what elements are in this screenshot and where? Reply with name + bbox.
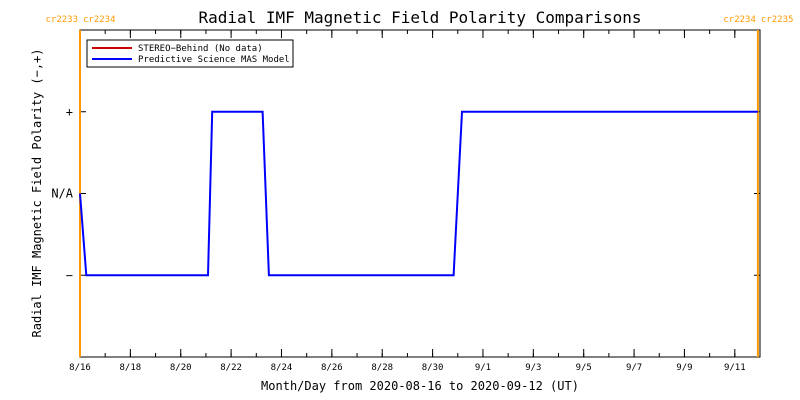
legend-label: Predictive Science MAS Model xyxy=(138,55,290,65)
x-tick-label: 8/20 xyxy=(170,363,192,373)
carrington-label-right: cr2234 xyxy=(83,15,116,25)
x-tick-label: 8/16 xyxy=(69,363,91,373)
series-layer xyxy=(79,110,758,277)
x-tick-label: 8/24 xyxy=(271,363,293,373)
x-tick-label: 9/5 xyxy=(576,363,592,373)
legend-box xyxy=(86,39,294,68)
x-tick-label: 9/3 xyxy=(525,363,541,373)
x-tick-label: 8/30 xyxy=(422,363,444,373)
x-axis-ticks: 8/16 8/18 8/20 8/22 8/24 8/26 8/28 8/30 9/1 9/3 9/… xyxy=(69,30,761,373)
x-tick-label: 9/1 xyxy=(475,363,491,373)
y-tick-label: N/A xyxy=(51,187,73,201)
x-tick-label: 8/18 xyxy=(120,363,142,373)
carrington-label-left: cr2234 xyxy=(723,15,756,25)
chart-title: Radial IMF Magnetic Field Polarity Compa… xyxy=(198,8,641,27)
x-axis-label: Month/Day from 2020-08-16 to 2020-09-12 … xyxy=(261,379,579,393)
x-tick-label: 8/26 xyxy=(321,363,343,373)
legend: STEREO−Behind (No data)Predictive Scienc… xyxy=(86,39,294,68)
x-tick-label: 9/11 xyxy=(724,363,746,373)
legend-label: STEREO−Behind (No data) xyxy=(138,44,263,54)
series-line xyxy=(79,110,758,277)
y-tick-label: + xyxy=(66,105,73,119)
y-tick-label: − xyxy=(66,268,73,282)
x-tick-label: 9/9 xyxy=(676,363,692,373)
carrington-label-right: cr2235 xyxy=(761,15,794,25)
x-tick-label: 9/7 xyxy=(626,363,642,373)
y-axis-label: Radial IMF Magnetic Field Polarity (−,+) xyxy=(30,49,44,338)
carrington-label-left: cr2233 xyxy=(45,15,78,25)
y-axis-ticks: − N/A + xyxy=(51,29,760,358)
x-tick-label: 8/22 xyxy=(220,363,242,373)
x-tick-label: 8/28 xyxy=(371,363,393,373)
